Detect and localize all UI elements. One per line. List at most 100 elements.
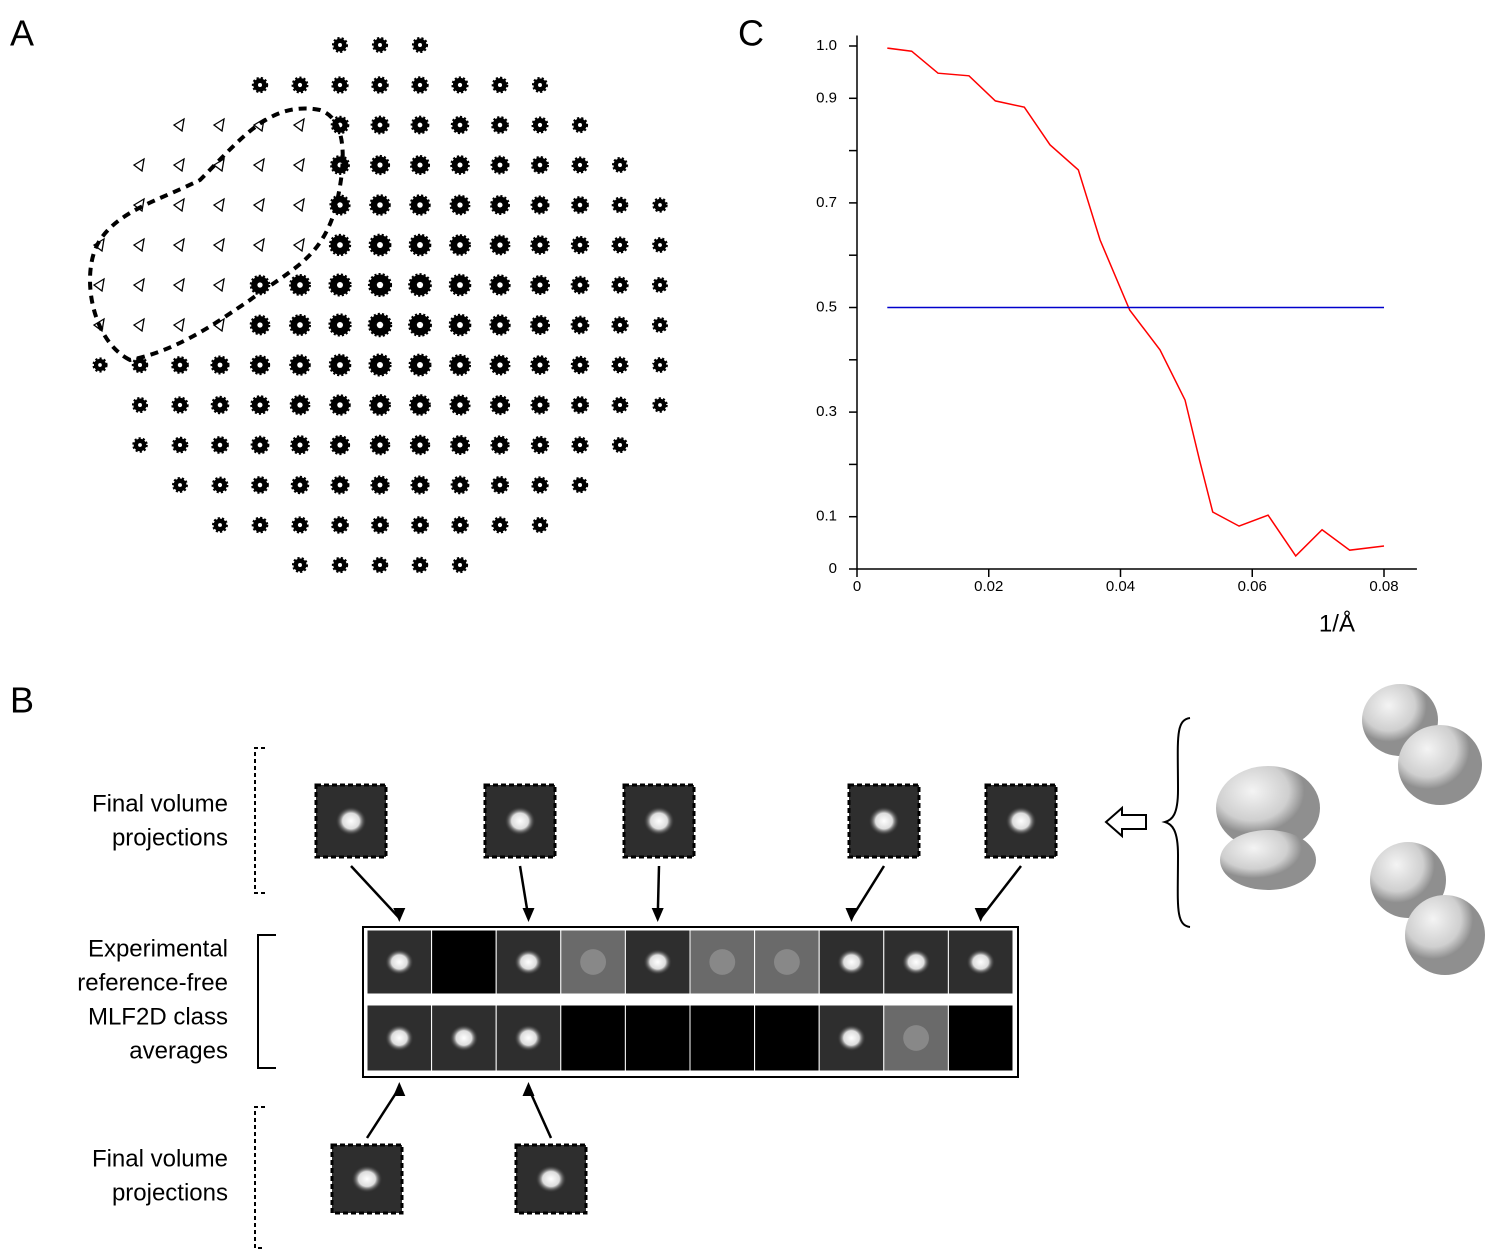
glyph (497, 402, 502, 407)
particle (336, 807, 367, 836)
glyph (417, 282, 423, 288)
glyph (537, 362, 542, 367)
glyph (378, 483, 383, 488)
glyph (174, 119, 184, 131)
glyph (338, 483, 343, 488)
glyph (418, 483, 423, 488)
glyph (658, 243, 662, 247)
bracket (258, 935, 276, 1068)
glyph (457, 282, 463, 288)
particle (385, 1025, 413, 1051)
glyph (457, 202, 462, 207)
glyph (178, 403, 182, 407)
glyph (214, 119, 224, 131)
angular-distribution (94, 38, 667, 571)
glyph (618, 363, 622, 367)
glyph (297, 282, 303, 288)
glyph (417, 202, 423, 208)
glyph (498, 443, 503, 448)
particle (902, 949, 930, 975)
glyph (257, 322, 262, 327)
x-tick-label: 0 (853, 578, 861, 595)
glyph (338, 563, 342, 567)
particle (966, 949, 994, 975)
glyph (417, 242, 423, 248)
glyph (457, 402, 462, 407)
glyph (254, 239, 264, 251)
glyph (458, 123, 463, 128)
glyph (218, 403, 223, 408)
glyph (457, 322, 463, 328)
glyph (498, 523, 502, 527)
y-tick-label: 0.3 (816, 403, 837, 420)
arrow-head (652, 908, 664, 922)
bracket (255, 748, 265, 1248)
glyph (378, 83, 382, 87)
particle (514, 1025, 542, 1051)
y-tick-label: 0.9 (816, 89, 837, 106)
y-tick-label: 1.0 (816, 37, 837, 54)
glyph (578, 203, 582, 207)
particle (505, 807, 536, 836)
glyph (258, 483, 262, 487)
glyph (378, 43, 382, 47)
glyph (498, 163, 503, 168)
glyph (658, 403, 662, 407)
row-label: projections (112, 824, 228, 851)
row-label: averages (129, 1037, 228, 1064)
glyph (337, 322, 343, 328)
y-tick-label: 0.5 (816, 298, 837, 315)
glyph (457, 362, 463, 368)
glyph (538, 243, 543, 248)
glyph (294, 199, 304, 211)
row-label: Final volume (92, 790, 228, 817)
glyph (618, 323, 622, 327)
particle (903, 1025, 929, 1051)
glyph (134, 279, 144, 291)
glyph (458, 83, 462, 87)
glyph (618, 163, 622, 167)
glyph (377, 362, 383, 368)
glyph (337, 282, 343, 288)
glyph (178, 443, 182, 447)
image (625, 1005, 690, 1071)
glyph (377, 282, 383, 288)
glyph (578, 323, 583, 328)
arrow-head (523, 908, 535, 922)
glyph (497, 322, 502, 327)
glyph (578, 243, 583, 248)
glyph (294, 239, 304, 251)
glyph (578, 363, 583, 368)
arrow-head (393, 1082, 405, 1096)
glyph (498, 83, 502, 87)
glyph (298, 443, 303, 448)
particle (774, 949, 800, 975)
image (948, 1005, 1013, 1071)
glyph (497, 282, 502, 287)
volume (1405, 895, 1485, 975)
glyph (254, 199, 264, 211)
glyph (578, 283, 583, 288)
glyph (538, 523, 542, 527)
glyph (174, 159, 184, 171)
glyph (218, 443, 222, 447)
glyph (214, 279, 224, 291)
glyph (337, 362, 343, 368)
glyph (417, 362, 423, 368)
image (432, 930, 497, 994)
glyph (378, 123, 383, 128)
x-tick-label: 0.06 (1238, 578, 1267, 595)
glyph (254, 159, 264, 171)
glyph (497, 202, 502, 207)
glyph (138, 403, 142, 407)
glyph (378, 523, 382, 527)
glyph (258, 443, 263, 448)
glyph (377, 162, 382, 167)
figure: A C B 00.10.30.50.70.91.000.020.040.060.… (0, 0, 1489, 1251)
glyph (658, 363, 662, 367)
glyph (538, 83, 542, 87)
glyph (258, 403, 263, 408)
particle (580, 949, 606, 975)
glyph (538, 123, 542, 127)
